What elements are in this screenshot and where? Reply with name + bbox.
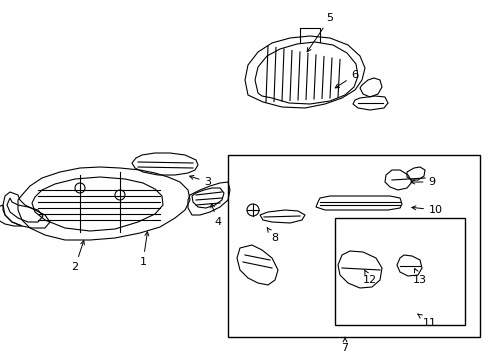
Bar: [334, 218, 464, 325]
Text: 8: 8: [266, 228, 278, 243]
Text: 2: 2: [71, 241, 84, 272]
Text: 13: 13: [412, 269, 426, 285]
Text: 1: 1: [139, 232, 148, 267]
Bar: [227, 155, 479, 337]
Text: 11: 11: [417, 314, 436, 328]
Text: 4: 4: [210, 204, 221, 227]
Text: 5: 5: [306, 13, 333, 52]
Text: 10: 10: [411, 205, 442, 215]
Text: 9: 9: [410, 177, 435, 187]
Text: 12: 12: [362, 270, 376, 285]
Text: 6: 6: [335, 70, 358, 88]
Text: 3: 3: [189, 175, 211, 187]
Text: 7: 7: [341, 337, 348, 353]
